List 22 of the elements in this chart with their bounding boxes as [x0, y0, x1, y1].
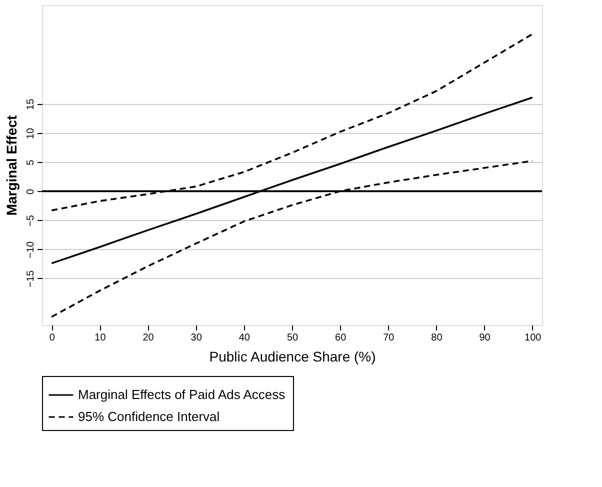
y-tick-label: 15 [26, 98, 36, 110]
x-tick-label: 100 [524, 332, 542, 344]
y-tick-label: −10 [26, 240, 36, 258]
x-tick-label: 40 [238, 332, 250, 344]
x-tick-label: 70 [383, 332, 395, 344]
x-tick-label: 50 [286, 332, 298, 344]
x-axis-title: Public Audience Share (%) [209, 348, 376, 364]
x-tick-label: 30 [190, 332, 202, 344]
y-tick-label: −5 [26, 214, 36, 226]
x-tick-label: 10 [94, 332, 106, 344]
y-tick-label: 5 [26, 159, 36, 166]
y-tick-label: 0 [26, 188, 36, 194]
x-tick-label: 20 [142, 332, 154, 344]
x-tick-label: 90 [479, 332, 491, 344]
x-tick-label: 60 [335, 332, 347, 344]
y-tick-label: 10 [26, 128, 36, 140]
legend-label: 95% Confidence Interval [78, 409, 220, 424]
x-tick-label: 80 [431, 332, 443, 344]
legend-label: Marginal Effects of Paid Ads Access [78, 387, 286, 402]
y-tick-label: −15 [26, 270, 36, 288]
x-tick-label: 0 [49, 332, 56, 344]
y-axis-title: Marginal Effect [4, 114, 20, 216]
